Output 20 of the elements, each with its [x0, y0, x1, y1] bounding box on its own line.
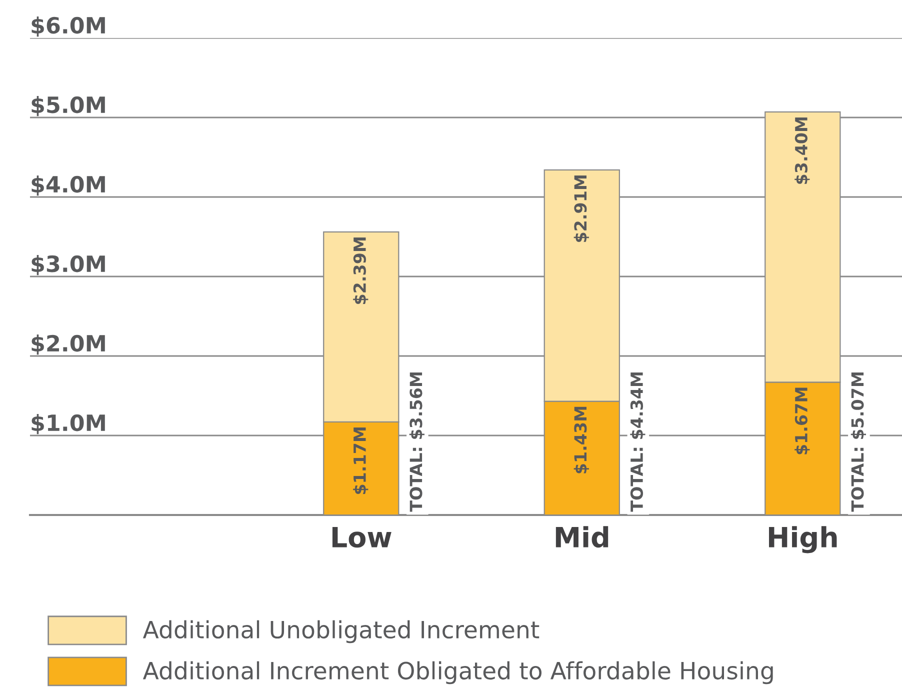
total-label: TOTAL: $4.34M	[630, 372, 646, 512]
data-label: $3.40M	[794, 117, 810, 184]
data-label: $1.17M	[353, 427, 368, 494]
data-label: $1.67M	[794, 388, 810, 454]
data-label: $2.39M	[353, 237, 368, 304]
y-tick-label: $2.0M	[32, 334, 105, 355]
x-tick-label: High	[768, 526, 837, 554]
x-tick-label: Low	[332, 526, 392, 548]
legend-label: Additional Unobligated Increment	[142, 620, 540, 644]
total-label: TOTAL: $5.07M	[850, 372, 866, 512]
data-label: $2.91M	[574, 175, 589, 242]
x-tick-label: Mid	[556, 526, 608, 548]
y-tick-label: $4.0M	[32, 175, 105, 196]
y-tick-label: $3.0M	[32, 254, 105, 276]
data-label: $1.43M	[574, 406, 589, 474]
y-tick-label: $6.0M	[32, 16, 105, 37]
y-tick-label: $5.0M	[32, 96, 105, 116]
y-tick-label: $1.0M	[32, 414, 105, 434]
legend-label: Additional Increment Obligated to Affordable Housing	[142, 661, 773, 684]
total-label: TOTAL: $3.56M	[409, 372, 424, 512]
